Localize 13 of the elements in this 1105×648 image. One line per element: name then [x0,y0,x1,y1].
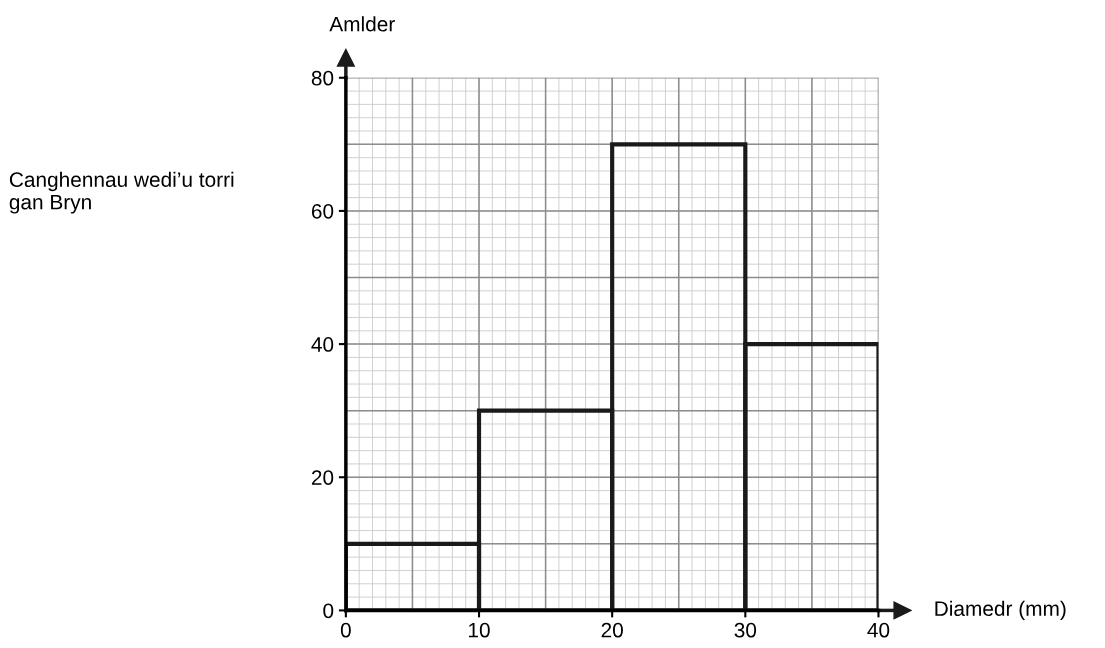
x-tick-label: 0 [340,622,351,638]
y-tick-label: 60 [311,203,334,219]
y-axis-title: Amlder [329,16,395,32]
y-tick-label: 80 [311,70,334,86]
x-tick-label: 10 [469,622,490,638]
y-tick-label: 20 [311,470,334,486]
text: Canghennau wedi’u torri gan Bryn [9,171,234,214]
y-tick-label: 40 [311,337,334,352]
x-tick-label: 40 [867,622,890,638]
x-tick-label: 30 [734,622,757,638]
x-tick-label: 20 [601,622,623,638]
y-tick-label: 0 [323,603,334,619]
x-axis-title: Diamedr (mm) [935,600,1066,621]
